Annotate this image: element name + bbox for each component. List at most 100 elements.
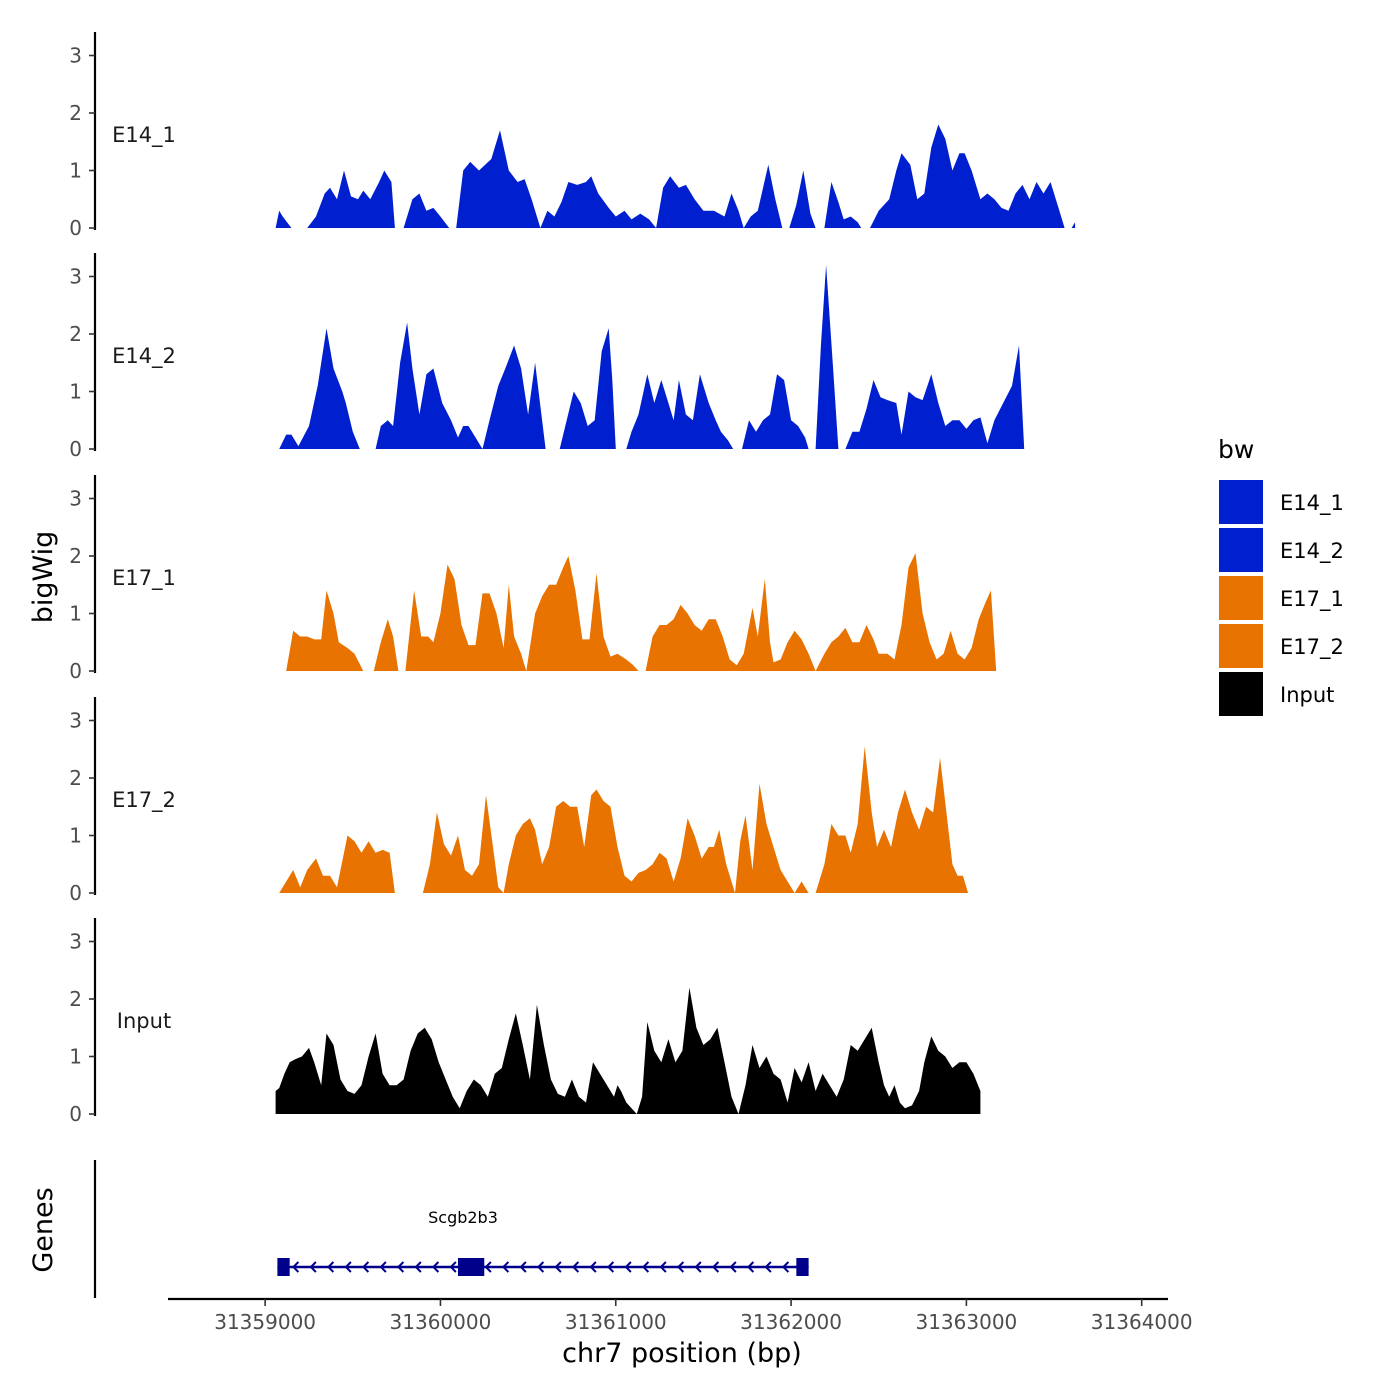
y-tick-label: 3 bbox=[69, 44, 82, 68]
y-tick-label: 0 bbox=[69, 659, 82, 683]
gene-exon bbox=[796, 1258, 809, 1276]
strand-arrow bbox=[449, 1261, 457, 1273]
legend: bw E14_1 E14_2 E17_1 E17_2 Input bbox=[1218, 435, 1344, 716]
y-tick-label: 2 bbox=[69, 987, 82, 1011]
strand-arrow bbox=[676, 1261, 685, 1273]
signal-area-E14_2 bbox=[482, 345, 546, 449]
signal-area-E17_1 bbox=[645, 579, 816, 671]
strand-arrow bbox=[484, 1261, 492, 1273]
gene-panel: Scgb2b3 bbox=[93, 1160, 809, 1298]
track-label: E14_2 bbox=[112, 344, 176, 369]
signal-area-E14_2 bbox=[279, 328, 360, 449]
gene-model-Scgb2b3: Scgb2b3 bbox=[277, 1208, 809, 1276]
strand-arrow bbox=[571, 1261, 580, 1273]
signal-area-E14_2 bbox=[845, 345, 1025, 449]
y-axis-title: bigWig bbox=[28, 531, 59, 624]
signal-area-E14_2 bbox=[815, 265, 839, 449]
signal-area-Input bbox=[738, 1027, 981, 1114]
strand-arrow bbox=[396, 1261, 405, 1273]
strand-arrow bbox=[361, 1261, 370, 1273]
signal-area-E14_1 bbox=[307, 170, 395, 228]
track-Input: 0 1 2 3 Input bbox=[69, 918, 981, 1126]
signal-area-E14_2 bbox=[375, 322, 483, 449]
legend-swatch-E14_1 bbox=[1219, 480, 1263, 524]
y-tick-label: 2 bbox=[69, 101, 82, 125]
track-label: Input bbox=[117, 1009, 171, 1033]
track-E14_2: 0 1 2 3 E14_2 bbox=[69, 253, 1025, 461]
signal-area-E17_2 bbox=[794, 881, 809, 893]
signal-area-E17_2 bbox=[422, 795, 504, 893]
y-tick-label: 0 bbox=[69, 1102, 82, 1126]
signal-area-E14_1 bbox=[743, 164, 783, 228]
y-tick-label: 0 bbox=[69, 216, 82, 240]
signal-area-E17_2 bbox=[279, 835, 395, 893]
legend-label-E14_1: E14_1 bbox=[1280, 491, 1344, 516]
track-label: E17_2 bbox=[112, 788, 176, 813]
strand-arrow bbox=[431, 1261, 440, 1273]
strand-arrow bbox=[519, 1261, 527, 1273]
strand-arrow bbox=[554, 1261, 562, 1273]
signal-area-E17_2 bbox=[735, 783, 795, 893]
signal-area-E17_1 bbox=[286, 590, 364, 671]
signal-area-E14_2 bbox=[559, 328, 616, 449]
y-tick-label: 0 bbox=[69, 881, 82, 905]
strand-arrow bbox=[606, 1261, 615, 1273]
strand-arrow bbox=[659, 1261, 667, 1273]
signal-area-E17_2 bbox=[815, 746, 969, 893]
strand-arrow bbox=[641, 1261, 650, 1273]
y-tick-label: 3 bbox=[69, 709, 82, 733]
signal-area-E17_1 bbox=[815, 553, 997, 671]
signal-area-E14_1 bbox=[1071, 222, 1076, 228]
y-tick-label: 2 bbox=[69, 544, 82, 568]
signal-area-E14_1 bbox=[789, 170, 816, 228]
strand-arrow bbox=[589, 1261, 597, 1273]
signal-area-E14_1 bbox=[403, 193, 450, 228]
gene-exon bbox=[457, 1258, 485, 1276]
track-label: E14_1 bbox=[112, 123, 176, 148]
strand-arrow bbox=[764, 1261, 772, 1273]
x-axis-title: chr7 position (bp) bbox=[562, 1338, 802, 1369]
legend-label-E14_2: E14_2 bbox=[1280, 539, 1344, 564]
strand-arrow bbox=[291, 1261, 300, 1273]
y-tick-label: 1 bbox=[69, 159, 82, 183]
signal-area-E14_1 bbox=[275, 210, 292, 228]
track-E17_2: 0 1 2 3 E17_2 bbox=[69, 697, 969, 905]
x-tick-label: 31363000 bbox=[915, 1310, 1017, 1334]
signal-area-E17_1 bbox=[405, 564, 527, 671]
y-tick-label: 1 bbox=[69, 1045, 82, 1069]
strand-arrow bbox=[624, 1261, 632, 1273]
signal-tracks: 0 1 2 3 E14_1 0 1 2 3 E14_2 0 1 2 3 E17_1 0 1 2 3 E17_2 0 1 2 3… bbox=[69, 32, 1076, 1126]
x-tick-label: 31360000 bbox=[390, 1310, 492, 1334]
y-tick-label: 1 bbox=[69, 824, 82, 848]
signal-area-E17_2 bbox=[503, 789, 735, 893]
legend-swatch-Input bbox=[1219, 672, 1263, 716]
signal-area-E14_1 bbox=[456, 130, 541, 228]
signal-area-E14_1 bbox=[824, 182, 862, 228]
strand-arrow bbox=[711, 1261, 720, 1273]
signal-area-Input bbox=[275, 1004, 637, 1114]
x-tick-label: 31364000 bbox=[1091, 1310, 1193, 1334]
legend-title: bw bbox=[1218, 435, 1254, 464]
signal-area-E14_1 bbox=[540, 176, 657, 228]
legend-swatch-E14_2 bbox=[1219, 528, 1263, 572]
x-tick-label: 31361000 bbox=[565, 1310, 667, 1334]
legend-swatch-E17_2 bbox=[1219, 624, 1263, 668]
signal-area-Input bbox=[636, 987, 739, 1114]
y-tick-label: 1 bbox=[69, 602, 82, 626]
legend-label-E17_1: E17_1 bbox=[1280, 587, 1344, 612]
strand-arrow bbox=[536, 1261, 545, 1273]
gene-panel-title: Genes bbox=[28, 1187, 59, 1272]
signal-area-E14_1 bbox=[870, 124, 1065, 228]
legend-label-E17_2: E17_2 bbox=[1280, 635, 1344, 660]
strand-arrow bbox=[746, 1261, 755, 1273]
y-tick-label: 0 bbox=[69, 437, 82, 461]
strand-arrow bbox=[309, 1261, 317, 1273]
x-tick-label: 31362000 bbox=[740, 1310, 842, 1334]
track-E17_1: 0 1 2 3 E17_1 bbox=[69, 475, 997, 683]
strand-arrow bbox=[344, 1261, 352, 1273]
y-tick-label: 1 bbox=[69, 380, 82, 404]
signal-area-E17_1 bbox=[373, 619, 399, 671]
strand-arrow bbox=[414, 1261, 422, 1273]
y-tick-label: 2 bbox=[69, 766, 82, 790]
